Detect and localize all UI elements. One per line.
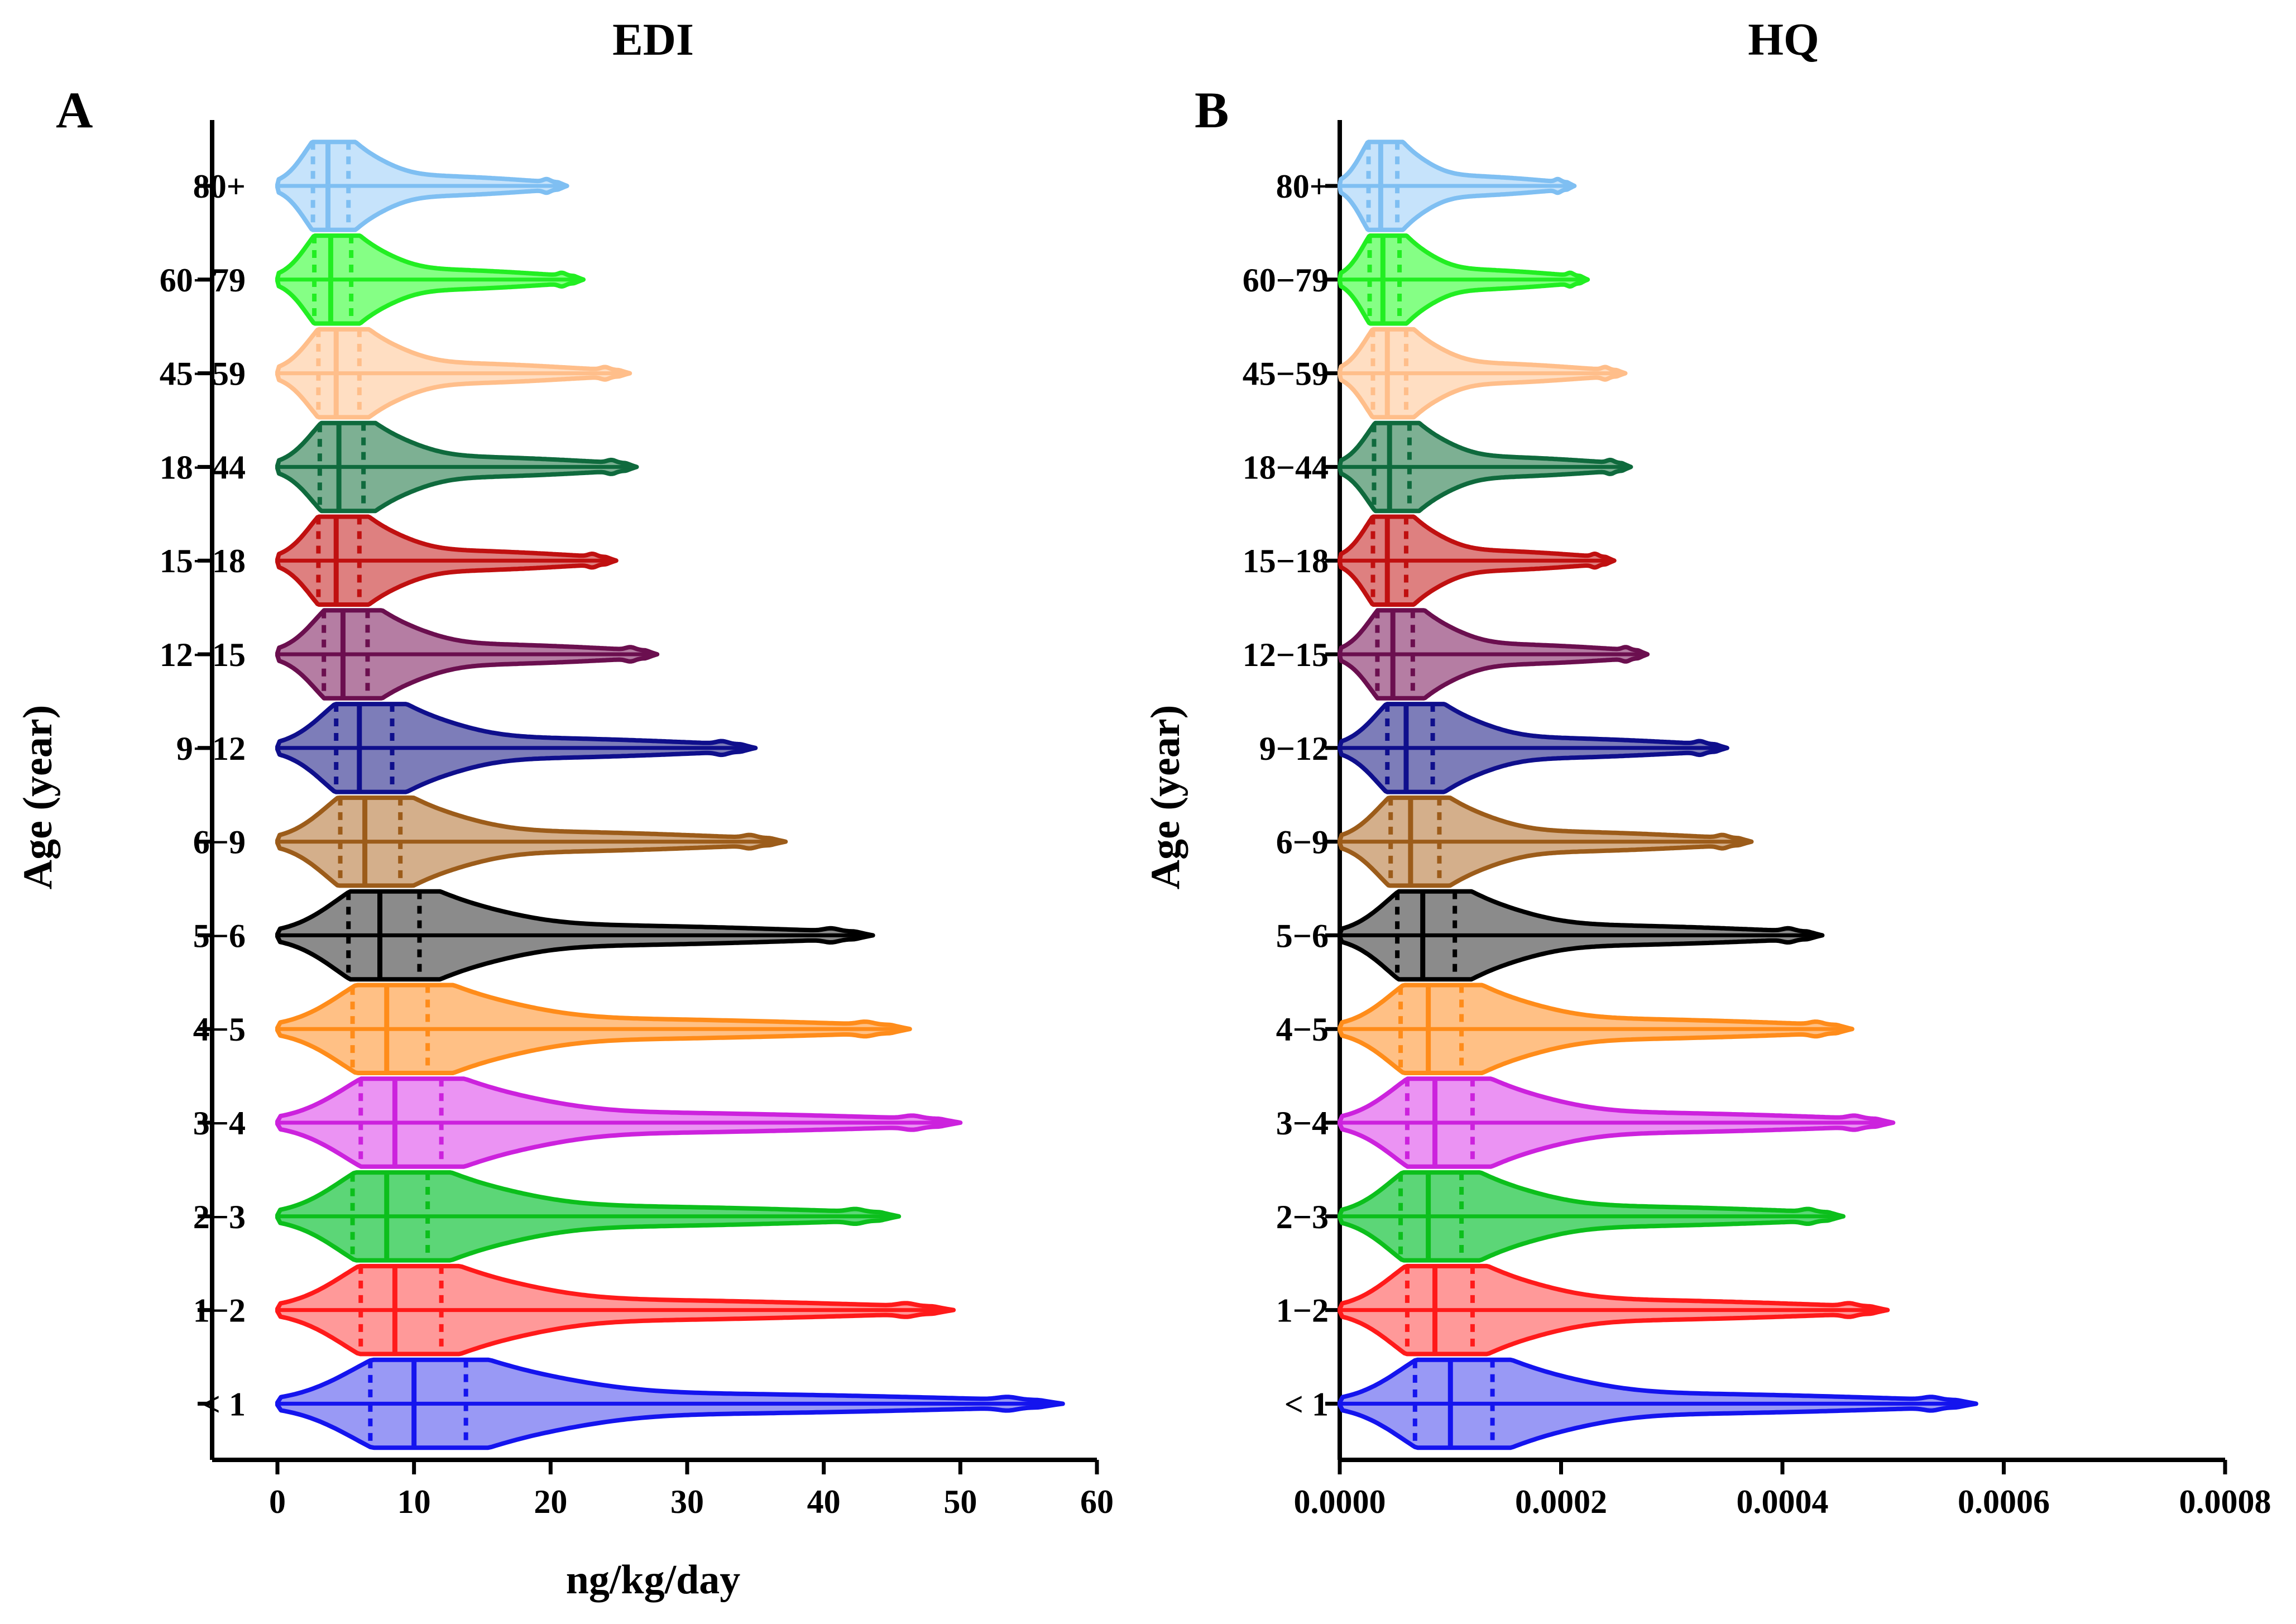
panel-b-letter: B (1195, 82, 1229, 138)
violin-a-12 (275, 233, 586, 326)
violin-b-2 (1338, 1170, 1846, 1263)
violin-b-6 (1338, 795, 1754, 888)
panel-b-y-tick-label: 80+ (1276, 168, 1329, 205)
violin-a-6 (275, 795, 788, 888)
panel-a-y-tick-label: 1−2 (193, 1292, 246, 1329)
panel-a-x-axis-label: ng/kg/day (566, 1557, 741, 1603)
panel-b-y-axis-label: Age (year) (1143, 705, 1188, 890)
panel-b-title: HQ (1748, 14, 1819, 65)
panel-a-y-tick-label: 6−9 (193, 824, 246, 861)
panel-b-plot: 0.0000 0.0002 0.0004 0.0006 0.0008 < 1 1−2 2−3 3… (1243, 120, 2271, 1520)
violin-a-3 (275, 1076, 963, 1169)
panel-a-title: EDI (612, 14, 694, 65)
panel-a-y-tick-label: 18−44 (160, 449, 246, 486)
violin-a-10 (275, 420, 639, 514)
panel-b-y-tick-label: 12−15 (1243, 636, 1329, 673)
violin-b-3 (1338, 1076, 1896, 1169)
panel-b-x-tick-label: 0.0002 (1515, 1483, 1607, 1520)
panel-a-y-tick-label: 60−79 (160, 262, 246, 299)
panel-b-x-tick-label: 0.0006 (1958, 1483, 2050, 1520)
violin-b-5 (1338, 889, 1825, 982)
panel-b-y-tick-label: 60−79 (1243, 262, 1329, 299)
panel-b-x-tick-label: 0.0008 (2179, 1483, 2271, 1520)
panel-b-y-tick-label: 5−6 (1276, 917, 1329, 954)
panel-a-y-tick-label: 12−15 (160, 636, 246, 673)
panel-a-x-tick-label: 10 (397, 1483, 431, 1520)
panel-a-x-tick-label: 0 (269, 1483, 286, 1520)
panel-a-y-tick-label: 80+ (193, 168, 246, 205)
panel-a-y-tick-label: 3−4 (193, 1105, 246, 1142)
panel-b-y-tick-label: 2−3 (1276, 1199, 1329, 1235)
panel-a-y-tick-label: 9−12 (176, 730, 246, 767)
panel-b-y-tick-label: 45−59 (1243, 356, 1329, 392)
violin-a-9 (275, 514, 619, 607)
violin-b-12 (1338, 233, 1590, 326)
panel-b-y-tick-label: 4−5 (1276, 1011, 1329, 1048)
violin-a-2 (275, 1170, 902, 1263)
panel-b-x-tick-label: 0.0000 (1294, 1483, 1386, 1520)
panel-a-y-axis-label: Age (year) (15, 705, 61, 890)
panel-b-y-tick-label: 9−12 (1259, 730, 1329, 767)
violin-b-0 (1338, 1357, 1978, 1450)
panel-a-x-tick-label: 60 (1080, 1483, 1114, 1520)
panel-a-x-tick-label: 20 (534, 1483, 567, 1520)
violin-a-7 (275, 702, 758, 794)
panel-b-y-tick-label: < 1 (1284, 1386, 1329, 1422)
violin-b-1 (1338, 1263, 1890, 1357)
panel-a-edi: EDI A Age (year) ng/kg/day 0 10 20 30 40 50 60… (15, 14, 1114, 1603)
panel-a-plot: 0 10 20 30 40 50 60 < 1 1−2 2−3 3−4 4−5 5−6 6−9 9−12 12… (160, 120, 1114, 1520)
violin-b-8 (1338, 608, 1650, 701)
panel-b-y-tick-label: 15−18 (1243, 543, 1329, 579)
panel-a-x-tick-label: 30 (670, 1483, 704, 1520)
violin-b-4 (1338, 983, 1854, 1075)
panel-b-y-tick-label: 18−44 (1243, 449, 1329, 486)
violin-a-4 (275, 983, 912, 1075)
violin-a-0 (275, 1357, 1065, 1450)
violin-b-11 (1338, 327, 1628, 420)
panel-a-x-tick-label: 50 (943, 1483, 977, 1520)
violin-a-13 (275, 140, 569, 232)
violin-b-9 (1338, 514, 1617, 607)
panel-a-x-tick-label: 40 (807, 1483, 841, 1520)
panel-b-x-tick-label: 0.0004 (1737, 1483, 1829, 1520)
violin-b-10 (1338, 420, 1633, 514)
panel-b-hq: HQ B Age (year) 0.0000 0.0002 0.0004 0.0006… (1143, 14, 2271, 1520)
violin-b-13 (1338, 140, 1577, 232)
violin-a-5 (275, 889, 875, 982)
violin-a-8 (275, 608, 660, 701)
panel-a-y-tick-label: 45−59 (160, 356, 246, 392)
violin-a-1 (275, 1263, 956, 1357)
violin-b-7 (1338, 702, 1729, 794)
panel-b-y-tick-label: 6−9 (1276, 824, 1329, 861)
panel-a-y-tick-label: < 1 (202, 1386, 246, 1422)
violin-a-11 (275, 327, 632, 420)
panel-a-letter: A (56, 82, 93, 138)
panel-a-y-tick-label: 4−5 (193, 1011, 246, 1048)
panel-b-y-tick-label: 3−4 (1276, 1105, 1329, 1142)
panel-b-y-tick-label: 1−2 (1276, 1292, 1329, 1329)
panel-a-y-tick-label: 5−6 (193, 917, 246, 954)
panel-a-y-tick-label: 15−18 (160, 543, 246, 579)
panel-a-y-tick-label: 2−3 (193, 1199, 246, 1235)
